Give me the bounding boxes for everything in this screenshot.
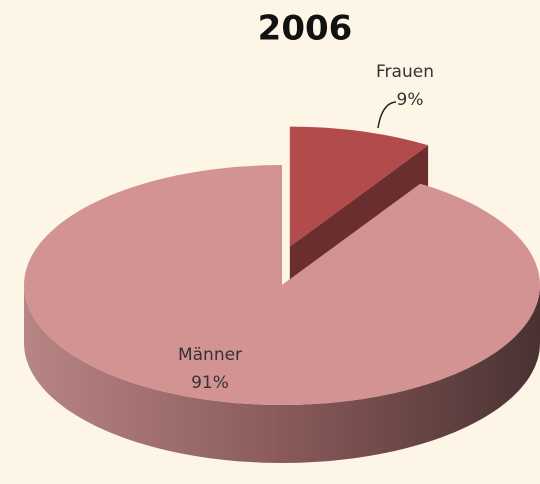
leader-line	[377, 101, 397, 129]
slice	[289, 126, 429, 247]
slice-value-label: 9%	[397, 90, 424, 110]
slice-value-label: 91%	[191, 373, 229, 393]
chart-title: 2006	[258, 9, 353, 49]
slice-label: Männer	[178, 345, 242, 365]
slice-side	[24, 285, 540, 463]
slice	[24, 165, 540, 405]
slice-label: Frauen	[376, 62, 434, 82]
